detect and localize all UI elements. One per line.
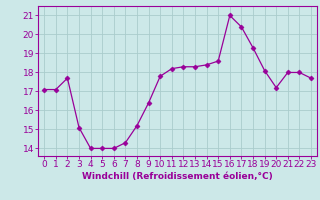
X-axis label: Windchill (Refroidissement éolien,°C): Windchill (Refroidissement éolien,°C): [82, 172, 273, 181]
